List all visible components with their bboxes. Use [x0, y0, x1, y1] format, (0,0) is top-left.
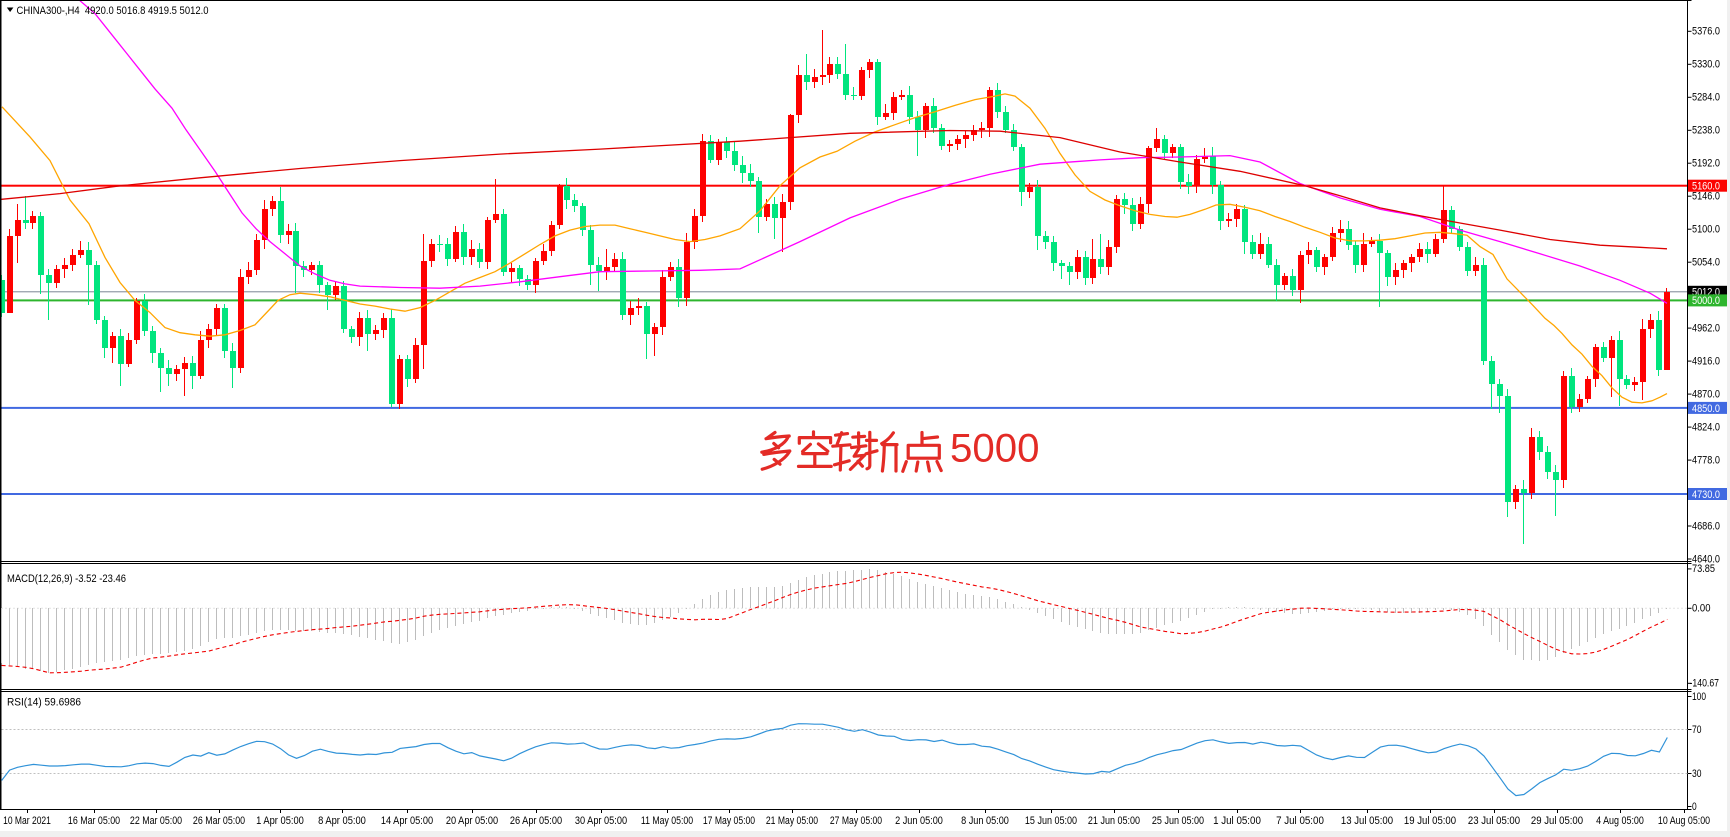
svg-text:11 May 05:00: 11 May 05:00 — [641, 815, 693, 827]
svg-text:4686.0: 4686.0 — [1692, 520, 1720, 532]
svg-text:0: 0 — [1692, 801, 1697, 813]
svg-text:RSI(14) 59.6986: RSI(14) 59.6986 — [7, 697, 81, 709]
svg-text:30: 30 — [1692, 768, 1702, 780]
svg-text:CHINA300-,H4 4920.0 5016.8 49: CHINA300-,H4 4920.0 5016.8 4919.5 5012.0 — [17, 5, 209, 17]
svg-text:29 Jul 05:00: 29 Jul 05:00 — [1531, 815, 1583, 827]
svg-text:5100.0: 5100.0 — [1692, 224, 1720, 236]
svg-text:21 May 05:00: 21 May 05:00 — [766, 815, 818, 827]
svg-text:5376.0: 5376.0 — [1692, 26, 1720, 38]
svg-text:4730.0: 4730.0 — [1692, 489, 1720, 501]
svg-text:5054.0: 5054.0 — [1692, 257, 1720, 269]
svg-text:21 Jun 05:00: 21 Jun 05:00 — [1088, 815, 1140, 827]
svg-text:5000: 5000 — [950, 427, 1040, 471]
svg-text:14 Apr 05:00: 14 Apr 05:00 — [381, 815, 433, 827]
svg-text:4916.0: 4916.0 — [1692, 355, 1720, 367]
svg-text:17 May 05:00: 17 May 05:00 — [703, 815, 755, 827]
svg-text:5000.0: 5000.0 — [1692, 295, 1720, 307]
svg-text:20 Apr 05:00: 20 Apr 05:00 — [446, 815, 498, 827]
svg-text:26 Mar 05:00: 26 Mar 05:00 — [193, 815, 245, 827]
svg-text:26 Apr 05:00: 26 Apr 05:00 — [510, 815, 562, 827]
svg-text:73.85: 73.85 — [1692, 563, 1715, 575]
svg-text:16 Mar 05:00: 16 Mar 05:00 — [68, 815, 120, 827]
svg-text:5192.0: 5192.0 — [1692, 158, 1720, 170]
svg-text:25 Jun 05:00: 25 Jun 05:00 — [1152, 815, 1204, 827]
svg-text:5238.0: 5238.0 — [1692, 125, 1720, 137]
svg-text:100: 100 — [1692, 691, 1706, 703]
svg-text:4 Aug 05:00: 4 Aug 05:00 — [1596, 815, 1644, 827]
svg-text:70: 70 — [1692, 724, 1702, 736]
svg-text:10 Mar 2021: 10 Mar 2021 — [3, 815, 51, 827]
svg-text:5146.0: 5146.0 — [1692, 191, 1720, 203]
svg-text:4962.0: 4962.0 — [1692, 322, 1720, 334]
svg-text:23 Jul 05:00: 23 Jul 05:00 — [1468, 815, 1520, 827]
svg-text:5330.0: 5330.0 — [1692, 59, 1720, 71]
svg-text:4640.0: 4640.0 — [1692, 553, 1720, 565]
svg-text:10 Aug 05:00: 10 Aug 05:00 — [1658, 815, 1710, 827]
svg-text:4778.0: 4778.0 — [1692, 454, 1720, 466]
svg-text:2 Jun 05:00: 2 Jun 05:00 — [895, 815, 943, 827]
svg-text:-140.67: -140.67 — [1690, 678, 1720, 690]
svg-text:4870.0: 4870.0 — [1692, 388, 1720, 400]
svg-text:8 Jun 05:00: 8 Jun 05:00 — [961, 815, 1009, 827]
svg-text:15 Jun 05:00: 15 Jun 05:00 — [1025, 815, 1077, 827]
svg-text:5284.0: 5284.0 — [1692, 92, 1720, 104]
svg-text:7 Jul 05:00: 7 Jul 05:00 — [1276, 815, 1324, 827]
svg-text:1 Jul 05:00: 1 Jul 05:00 — [1213, 815, 1261, 827]
svg-text:5160.0: 5160.0 — [1692, 181, 1720, 193]
svg-text:MACD(12,26,9) -3.52 -23.46: MACD(12,26,9) -3.52 -23.46 — [7, 573, 126, 585]
svg-text:19 Jul 05:00: 19 Jul 05:00 — [1404, 815, 1456, 827]
svg-text:27 May 05:00: 27 May 05:00 — [830, 815, 882, 827]
svg-text:4824.0: 4824.0 — [1692, 421, 1720, 433]
svg-text:13 Jul 05:00: 13 Jul 05:00 — [1341, 815, 1393, 827]
svg-text:30 Apr 05:00: 30 Apr 05:00 — [575, 815, 627, 827]
svg-text:22 Mar 05:00: 22 Mar 05:00 — [130, 815, 182, 827]
svg-text:1 Apr 05:00: 1 Apr 05:00 — [256, 815, 304, 827]
svg-text:4850.0: 4850.0 — [1692, 403, 1720, 415]
svg-text:8 Apr 05:00: 8 Apr 05:00 — [318, 815, 366, 827]
svg-text:0.00: 0.00 — [1692, 603, 1711, 615]
